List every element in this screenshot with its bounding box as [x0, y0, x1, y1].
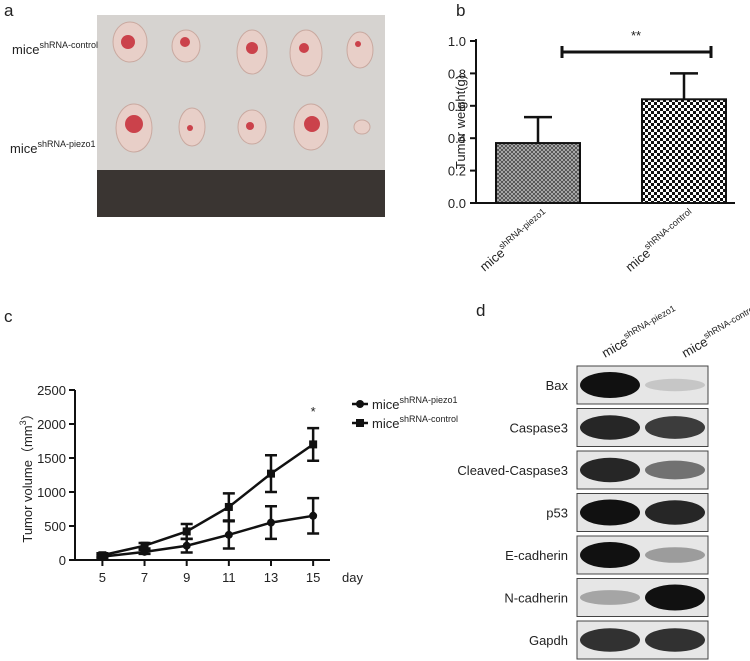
label-sup: shRNA-control	[399, 414, 458, 424]
blot-label: p53	[546, 506, 568, 521]
marker	[182, 527, 191, 536]
blot-band	[645, 628, 705, 652]
blot-band	[645, 547, 705, 563]
label: miceshRNA-piezo1	[372, 395, 457, 412]
blot-label: Bax	[546, 378, 569, 393]
x-axis-label: day	[342, 570, 363, 585]
blot-band	[580, 499, 640, 526]
marker	[182, 541, 191, 550]
marker	[224, 502, 233, 511]
blot-band	[580, 590, 640, 605]
label: miceshRNA-control	[621, 206, 698, 274]
label-sup: shRNA-piezo1	[399, 395, 457, 405]
blot-band	[580, 457, 640, 483]
axis	[74, 390, 330, 561]
y-tick-label: 500	[44, 519, 66, 534]
label-sup: shRNA-piezo1	[37, 139, 95, 149]
marker	[309, 511, 318, 520]
blot-band	[645, 500, 705, 525]
y-tick-label: 1500	[37, 451, 66, 466]
label-sup: shRNA-control	[642, 206, 693, 251]
label-sup: shRNA-piezo1	[497, 206, 548, 251]
blot-band	[580, 415, 640, 440]
marker	[356, 419, 364, 427]
panel-label: d	[476, 301, 485, 320]
blot-label: N-cadherin	[504, 591, 568, 606]
y-tick-label: 1000	[37, 485, 66, 500]
bar	[495, 142, 581, 204]
marker	[356, 400, 364, 408]
y-tick-label: 0.0	[448, 196, 466, 211]
significance: **	[631, 28, 641, 43]
label-tail: ）	[20, 407, 35, 420]
marker	[98, 551, 107, 560]
y-tick-label: 0.6	[448, 99, 466, 114]
label: miceshRNA-control	[678, 303, 750, 361]
error-bar	[524, 115, 552, 144]
x-tick-label: 9	[183, 570, 190, 585]
y-tick-label: 0	[59, 553, 66, 568]
blot-label: Caspase3	[509, 421, 568, 436]
blot-band	[580, 628, 640, 652]
label-sup: shRNA-piezo1	[622, 303, 677, 341]
marker	[309, 440, 318, 449]
marker	[140, 541, 149, 550]
tumor-photo	[97, 15, 385, 217]
label: miceshRNA-piezo1	[598, 303, 681, 360]
marker	[266, 469, 275, 478]
x-tick-label: 7	[141, 570, 148, 585]
x-tick-label: 11	[222, 570, 236, 585]
blot-band	[645, 584, 705, 611]
marker	[266, 518, 275, 527]
y-tick-label: 1.0	[448, 34, 466, 49]
blot-label: Cleaved-Caspase3	[457, 463, 568, 478]
label-base: Tumor volume（mm	[20, 425, 35, 542]
y-tick-label: 2500	[37, 383, 66, 398]
label: miceshRNA-piezo1	[476, 206, 552, 274]
label-sup: shRNA-control	[39, 40, 98, 50]
blot-band	[645, 460, 705, 480]
significance: *	[311, 404, 316, 419]
blot-band	[645, 416, 705, 439]
significance-bracket	[560, 46, 713, 58]
x-tick-label: 15	[306, 570, 320, 585]
row-label: miceshRNA-control	[12, 40, 98, 57]
y-tick-label: 2000	[37, 417, 66, 432]
panel-label: b	[456, 1, 465, 20]
blot-label: Gapdh	[529, 633, 568, 648]
label-base: mice	[10, 141, 37, 156]
label-sup: shRNA-control	[702, 303, 750, 341]
panel-label: c	[4, 307, 13, 326]
label: miceshRNA-control	[372, 414, 458, 431]
label-base: mice	[372, 397, 399, 412]
blot-band	[580, 542, 640, 568]
y-tick-label: 0.4	[448, 131, 466, 146]
blot-band	[645, 378, 705, 392]
line	[102, 443, 314, 557]
line	[102, 514, 314, 558]
y-axis-label: Tumor volume（mm3）	[18, 407, 35, 542]
label-base: mice	[12, 42, 39, 57]
marker	[140, 547, 149, 556]
marker	[224, 530, 233, 539]
x-tick-label: 13	[264, 570, 278, 585]
y-axis-label: Tumor weight(g)	[453, 75, 468, 169]
label-sup: 3	[18, 420, 28, 425]
blot-label: E-cadherin	[505, 548, 568, 563]
panel-label: a	[4, 1, 14, 20]
y-tick-label: 0.2	[448, 164, 466, 179]
y-tick-label: 0.8	[448, 66, 466, 81]
label-base: mice	[372, 416, 399, 431]
bar	[641, 98, 727, 204]
error-bar	[670, 72, 698, 100]
row-label: miceshRNA-piezo1	[10, 139, 95, 156]
blot-band	[580, 372, 640, 398]
x-tick-label: 5	[99, 570, 106, 585]
